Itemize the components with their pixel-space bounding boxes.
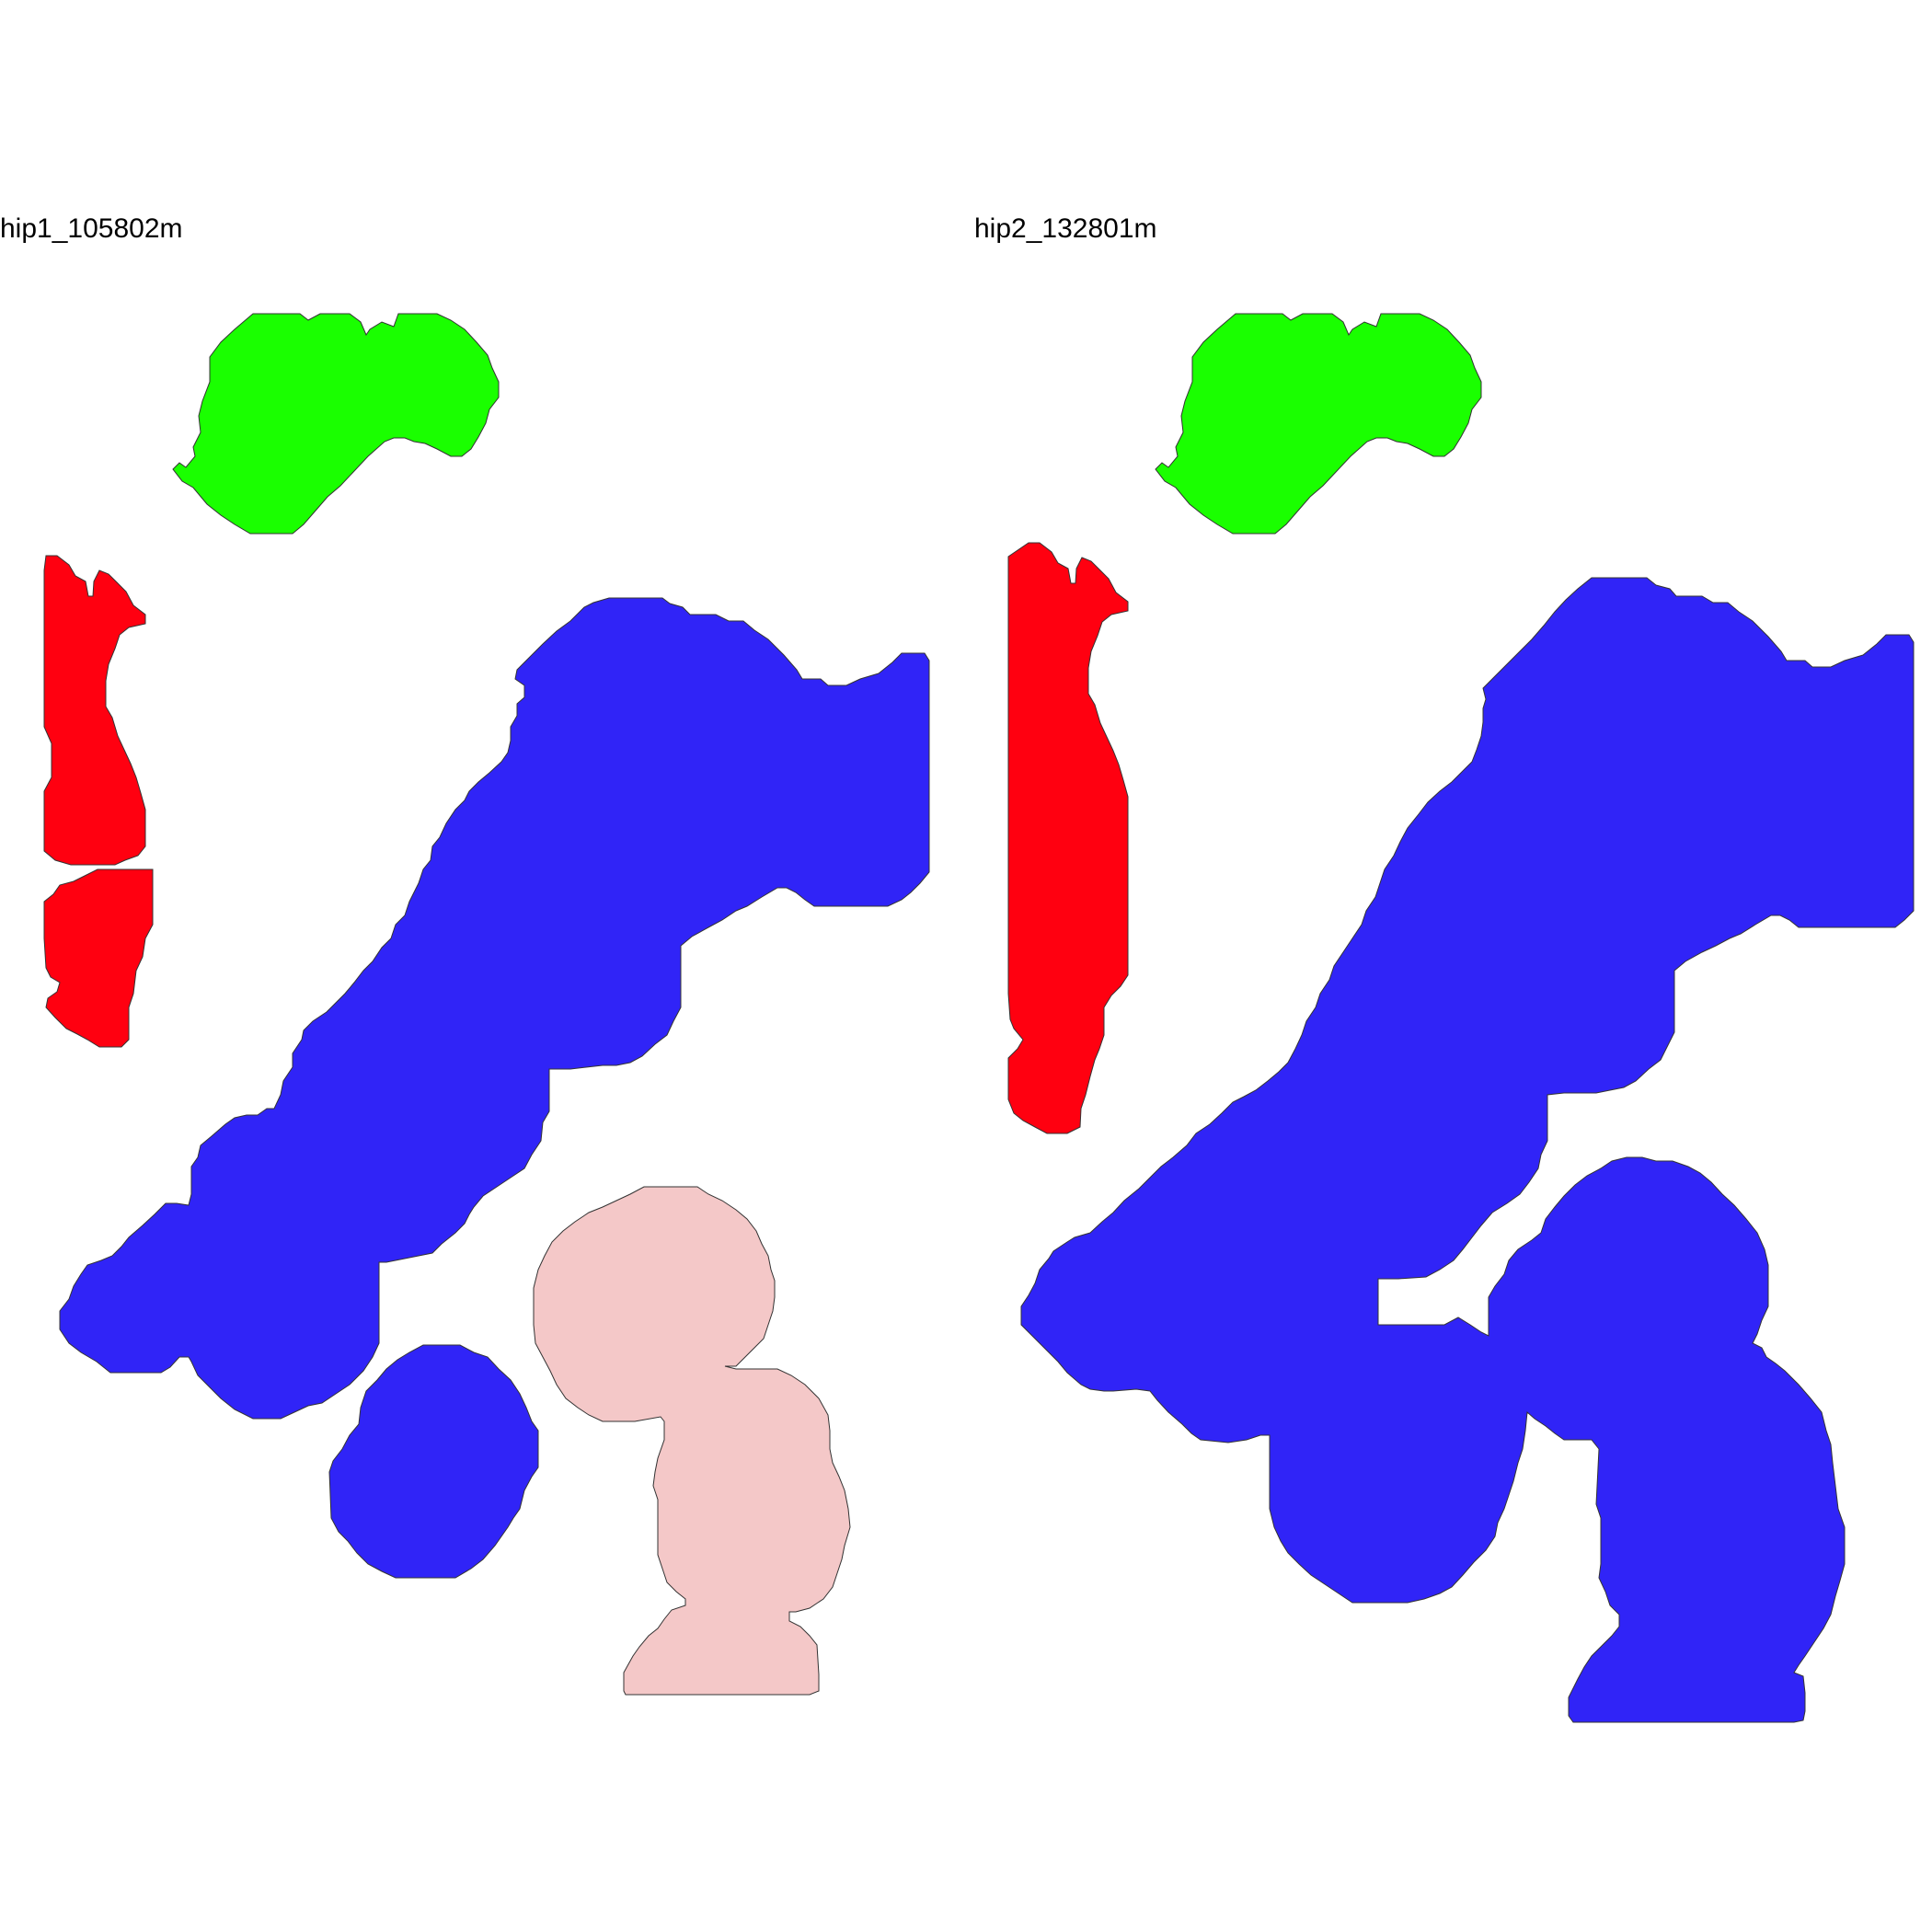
red-region	[1007, 542, 1129, 1134]
red-region-upper	[43, 555, 146, 866]
panel-title-hip1: hip1_105802m	[0, 213, 183, 244]
green-region	[172, 313, 500, 535]
red-region-lower	[43, 868, 154, 1048]
panel-hip1	[43, 313, 930, 1696]
blue-region-small	[328, 1344, 539, 1579]
blue-region-main	[59, 597, 930, 1420]
panel-title-hip2: hip2_132801m	[974, 213, 1157, 244]
green-region	[1155, 313, 1482, 535]
pink-region	[533, 1186, 851, 1696]
panel-hip2	[1007, 313, 1915, 1723]
blue-region	[1020, 577, 1915, 1723]
